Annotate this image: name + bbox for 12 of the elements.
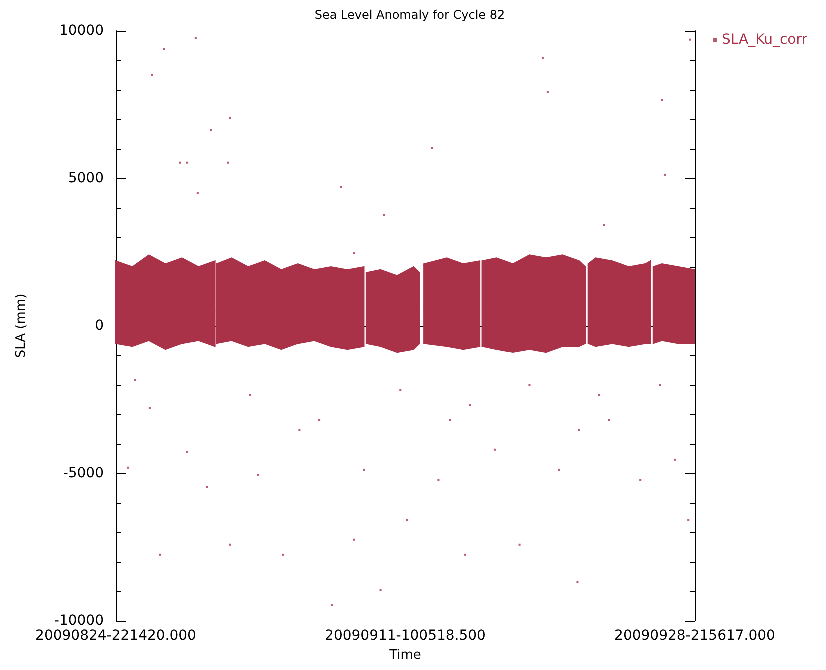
x-axis-title: Time	[388, 648, 422, 663]
x-tick-label: 20090911-100518.500	[325, 628, 486, 644]
y-tick-label: 10000	[59, 23, 104, 39]
y-tick-label: 0	[95, 318, 104, 334]
y-tick-label: 5000	[68, 170, 104, 186]
x-tick-label: 20090928-215617.000	[614, 628, 776, 644]
y-tick-label: -5000	[63, 466, 104, 482]
legend-label: SLA_Ku_corr	[722, 32, 808, 48]
chart-title: Sea Level Anomaly for Cycle 82	[314, 8, 506, 22]
y-axis-title: SLA (mm)	[14, 294, 29, 358]
x-tick-label: 20090824-221420.000	[36, 628, 196, 644]
y-tick-label: -10000	[54, 613, 104, 629]
